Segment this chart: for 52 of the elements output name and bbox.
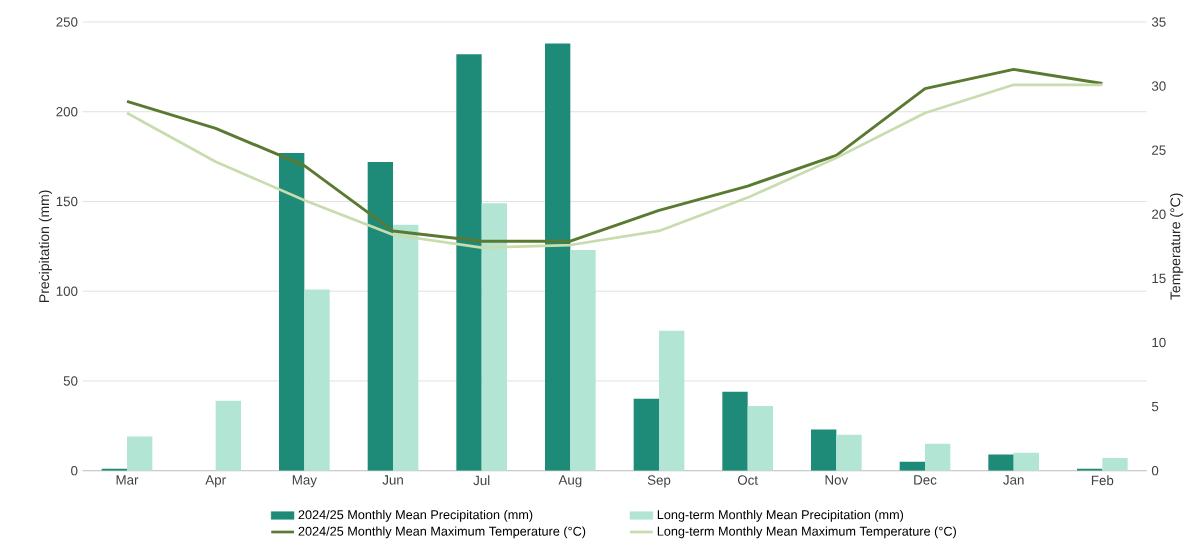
bar xyxy=(215,400,242,471)
bar xyxy=(570,249,596,471)
bar xyxy=(127,436,153,471)
x-tick-label: Aug xyxy=(558,475,582,488)
y-tick-label: 200 xyxy=(56,107,78,117)
legend-label: Long-term Monthly Mean Maximum Temperature (°C) xyxy=(657,526,956,539)
x-tick-label: Jan xyxy=(1003,475,1024,485)
x-tick-label: Sep xyxy=(647,475,671,488)
y-tick-label: 100 xyxy=(56,286,78,296)
x-tick-label: Jun xyxy=(382,475,403,485)
x-tick-label: Feb xyxy=(1091,475,1114,486)
y2-tick-label: 10 xyxy=(1152,337,1166,348)
bar xyxy=(811,429,837,471)
legend-label: 2024/25 Monthly Mean Precipitation (mm) xyxy=(298,509,533,522)
y2-tick-label: 0 xyxy=(1151,465,1159,476)
y2-axis-title: Temperature (°C) xyxy=(1170,193,1184,300)
x-tick-label: Jul xyxy=(473,475,490,486)
bar xyxy=(545,43,571,471)
bar xyxy=(304,289,330,471)
y-tick-label: 150 xyxy=(56,196,78,207)
y2-tick-label: 35 xyxy=(1151,17,1166,27)
y2-tick-label: 30 xyxy=(1151,81,1166,91)
bar xyxy=(1013,452,1039,471)
legend-label: 2024/25 Monthly Mean Maximum Temperature (°C) xyxy=(298,526,586,539)
x-tick-label: Apr xyxy=(205,475,226,488)
y-tick-label: 0 xyxy=(71,465,78,476)
x-tick-label: Mar xyxy=(116,475,139,485)
x-tick-label: Dec xyxy=(914,475,937,485)
bar xyxy=(1102,458,1128,471)
y-axis-title: Precipitation (mm) xyxy=(38,190,52,302)
bar xyxy=(659,330,685,471)
y2-tick-label: 5 xyxy=(1151,401,1159,412)
y2-tick-label: 25 xyxy=(1152,145,1166,155)
bar xyxy=(836,434,862,471)
x-tick-label: Nov xyxy=(825,475,849,485)
y2-tick-label: 20 xyxy=(1152,209,1166,219)
y-tick-label: 250 xyxy=(56,17,78,27)
y-tick-label: 50 xyxy=(63,376,78,386)
bar xyxy=(925,443,951,471)
bar xyxy=(747,406,773,471)
bar xyxy=(393,224,419,471)
bar xyxy=(988,454,1014,471)
bar xyxy=(367,161,394,471)
legend-label: Long-term Monthly Mean Precipitation (mm) xyxy=(657,509,904,522)
bar xyxy=(456,54,482,471)
bar xyxy=(633,398,660,471)
bar xyxy=(279,153,305,471)
x-tick-label: May xyxy=(292,475,317,488)
bar xyxy=(481,203,508,471)
x-tick-label: Oct xyxy=(737,475,758,485)
bar xyxy=(722,391,748,471)
y2-tick-label: 15 xyxy=(1152,273,1166,284)
